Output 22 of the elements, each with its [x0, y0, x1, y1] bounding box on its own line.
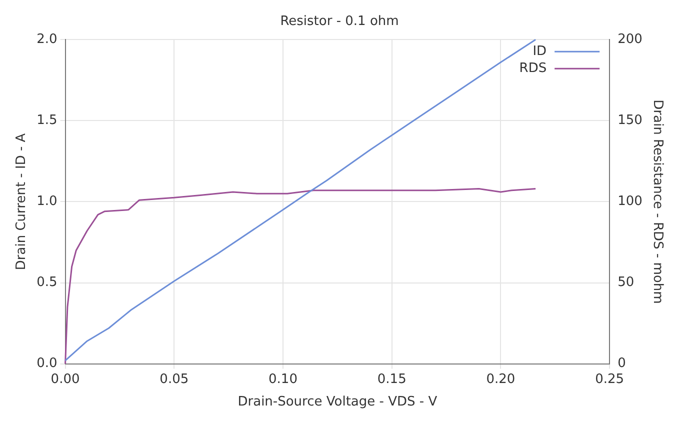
y-tick-label: 1.5	[36, 113, 58, 128]
x-tick-label: 0.10	[268, 372, 298, 387]
x-axis-title: Drain-Source Voltage - VDS - V	[238, 394, 438, 410]
y2-tick-label: 50	[618, 275, 634, 290]
y2-tick-label: 150	[618, 113, 642, 128]
legend-label: ID	[532, 44, 547, 59]
y-tick-label: 1.0	[36, 194, 58, 210]
y2-tick-label: 0	[618, 356, 626, 372]
y2-axis-title: Drain Resistance - RDS - mohm	[650, 100, 665, 304]
y2-tick-label: 200	[618, 32, 642, 47]
y-axis-title: Drain Current - ID - A	[14, 133, 30, 270]
x-tick-label: 0.00	[50, 372, 80, 387]
x-tick-label: 0.25	[595, 372, 624, 387]
x-tick-label: 0.20	[486, 372, 516, 387]
y-tick-label: 0.0	[36, 356, 58, 372]
x-tick-label: 0.15	[377, 372, 406, 387]
y2-tick-label: 100	[618, 194, 642, 210]
legend-label: RDS	[519, 60, 547, 76]
y-tick-label: 0.5	[36, 275, 58, 290]
chart-title: Resistor - 0.1 ohm	[280, 14, 399, 30]
y-tick-label: 2.0	[36, 32, 58, 47]
x-tick-label: 0.05	[160, 372, 189, 387]
